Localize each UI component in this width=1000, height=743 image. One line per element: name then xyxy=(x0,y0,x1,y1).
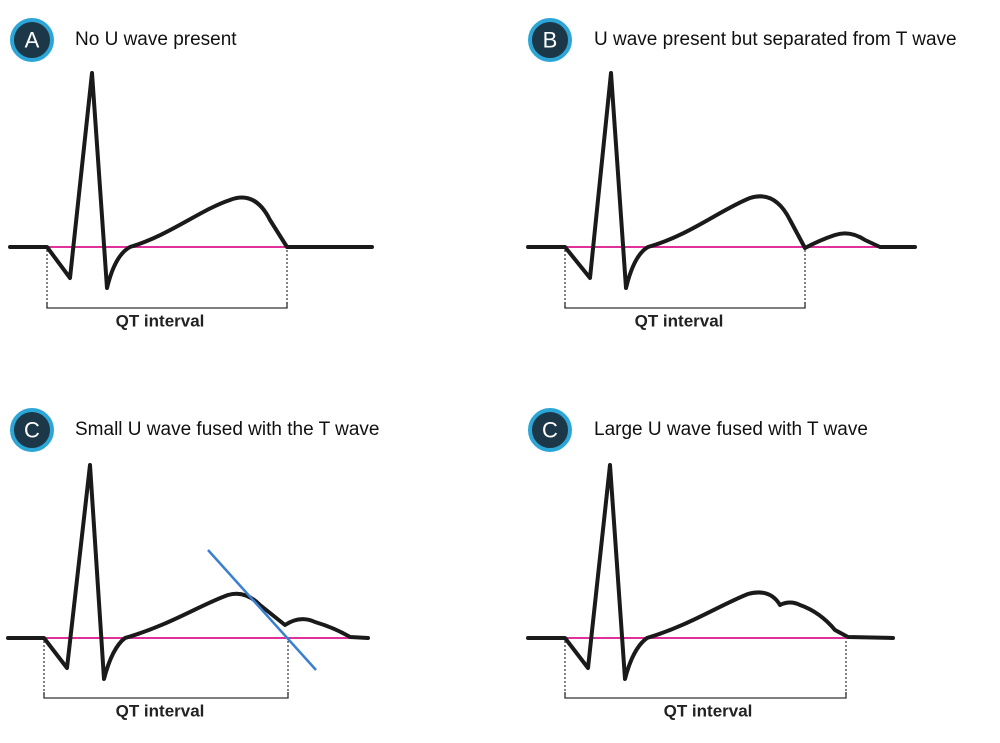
badge xyxy=(10,18,54,62)
panel-title: No U wave present xyxy=(75,29,237,50)
ecg-trace xyxy=(8,71,374,290)
panel: C Large U wave fused with T wave QT inte… xyxy=(526,408,895,720)
badge xyxy=(528,18,572,62)
panel: C Small U wave fused with the T wave QT … xyxy=(6,408,380,720)
panel: B U wave present but separated from T wa… xyxy=(526,18,957,330)
interval-label: QT interval xyxy=(116,311,205,330)
ecg-trace xyxy=(526,463,895,681)
panel-title: Large U wave fused with T wave xyxy=(594,419,868,440)
tangent-line xyxy=(207,549,317,671)
panel-title: U wave present but separated from T wave xyxy=(594,29,957,50)
interval-label: QT interval xyxy=(635,311,724,330)
interval-label: QT interval xyxy=(664,701,753,720)
ecg-trace xyxy=(526,71,917,290)
interval-label: QT interval xyxy=(116,701,205,720)
badge-letter: B xyxy=(543,28,558,53)
badge xyxy=(528,408,572,452)
badge-letter: C xyxy=(24,418,40,443)
badge-letter: A xyxy=(25,28,40,53)
interval-bracket xyxy=(43,692,289,699)
panel-title: Small U wave fused with the T wave xyxy=(75,419,380,440)
badge-letter: C xyxy=(542,418,558,443)
interval-bracket xyxy=(46,302,288,309)
interval-bracket xyxy=(564,302,806,309)
ecg-trace xyxy=(6,463,370,681)
interval-bracket xyxy=(564,692,847,699)
badge xyxy=(10,408,54,452)
panel: A No U wave present QT interval xyxy=(8,18,374,330)
